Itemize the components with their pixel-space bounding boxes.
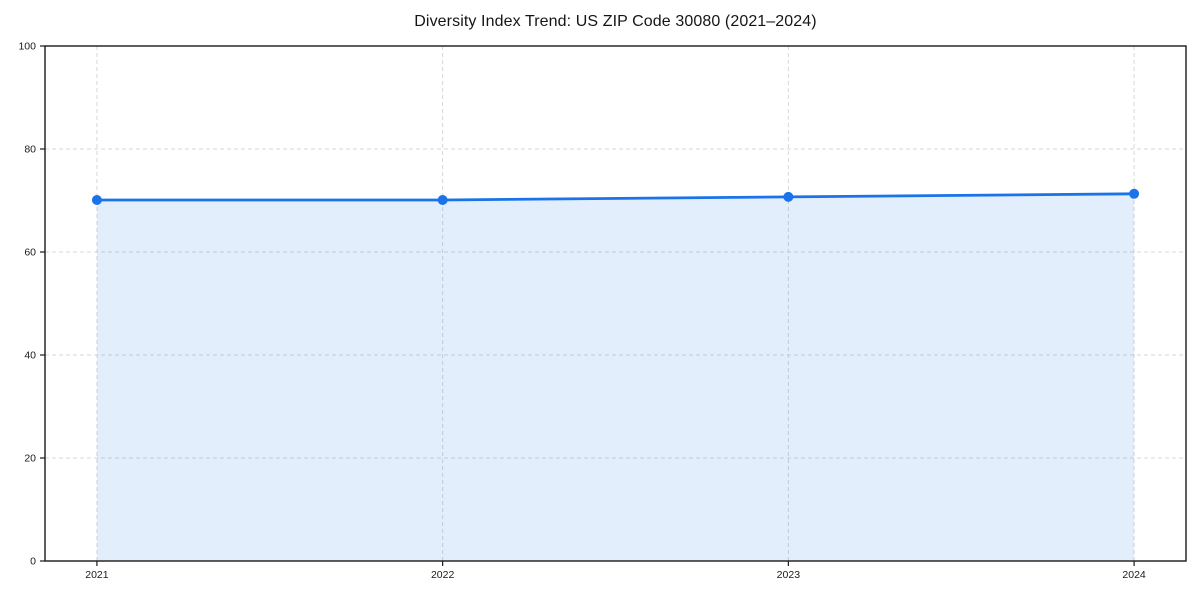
y-tick-label: 20	[24, 453, 36, 465]
y-tick-label: 60	[24, 247, 36, 259]
y-tick-label: 100	[18, 41, 36, 53]
data-point-2023	[783, 191, 794, 202]
x-tick-label: 2024	[1122, 569, 1146, 581]
data-point-2021	[91, 194, 102, 205]
x-tick-label: 2023	[777, 569, 801, 581]
data-point-2024	[1129, 188, 1140, 199]
axis-frame	[44, 45, 1187, 562]
chart-title: Diversity Index Trend: US ZIP Code 30080…	[414, 13, 817, 30]
y-tick-label: 40	[24, 350, 36, 362]
x-tick-label: 2022	[431, 569, 455, 581]
trend-line	[95, 192, 1136, 202]
y-tick-label: 0	[30, 556, 36, 568]
area-fill	[96, 193, 1135, 561]
y-tick-label: 80	[24, 144, 36, 156]
data-point-2022	[437, 194, 448, 205]
x-tick-label: 2021	[85, 569, 109, 581]
